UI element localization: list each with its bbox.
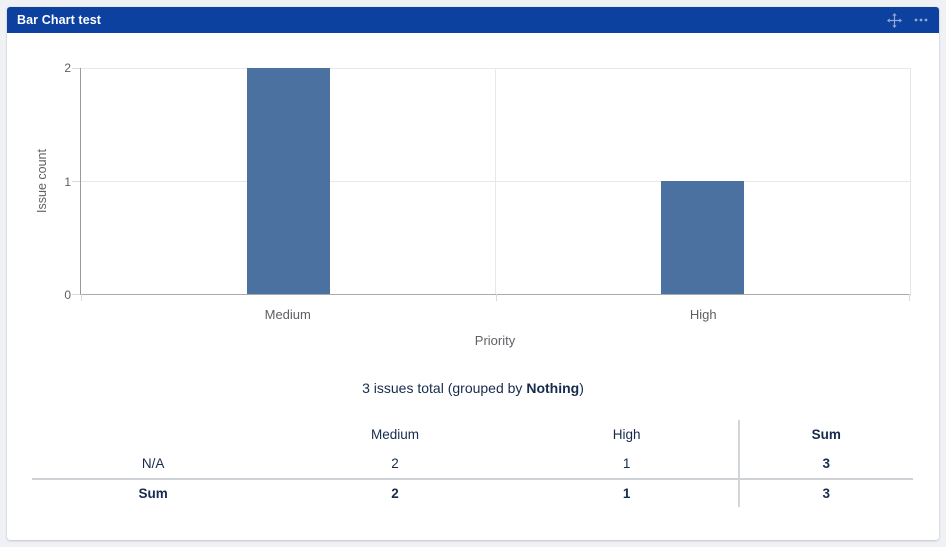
plot-area xyxy=(72,68,911,301)
y-gridline xyxy=(81,68,910,69)
table-value-cell: 3 xyxy=(737,478,913,507)
y-gridline xyxy=(81,181,910,182)
more-icon[interactable] xyxy=(913,12,929,28)
summary-prefix: 3 issues total (grouped by xyxy=(362,380,527,396)
summary-text: 3 issues total (grouped by Nothing) xyxy=(7,380,939,396)
x-axis-title: Priority xyxy=(474,333,516,348)
table-header-cell: High xyxy=(612,427,641,442)
table-row: N/A 2 1 3 xyxy=(32,449,913,478)
table-value-cell: 2 xyxy=(274,478,516,507)
bar-chart: Issue count 0 1 2 Medium High Priority xyxy=(7,33,939,373)
summary-group-field: Nothing xyxy=(526,380,580,396)
table-value-cell: 1 xyxy=(515,478,738,507)
y-tick-mark xyxy=(72,68,80,69)
table-header-cell: Medium xyxy=(370,427,419,442)
table-header-row: Medium High Sum xyxy=(32,420,913,449)
table-value-cell: 1 xyxy=(622,456,631,471)
header-icons xyxy=(886,12,929,28)
category-boundary-line xyxy=(494,68,496,294)
stats-table: Medium High Sum N/A 2 1 3 Sum 2 1 3 xyxy=(32,420,913,507)
table-header-cell xyxy=(32,420,274,449)
table-value-cell: 3 xyxy=(737,449,913,478)
move-icon[interactable] xyxy=(886,12,902,28)
table-row: Sum 2 1 3 xyxy=(32,478,913,507)
bar-medium[interactable] xyxy=(246,68,330,294)
gadget-title: Bar Chart test xyxy=(17,13,102,27)
x-tick-mark xyxy=(909,294,910,301)
x-tick-mark xyxy=(81,294,82,301)
table-header-cell: Sum xyxy=(737,420,913,449)
table-row-label: Sum xyxy=(32,478,275,507)
bar-high[interactable] xyxy=(661,181,745,294)
y-tick-label: 2 xyxy=(64,61,71,75)
gadget-panel: Bar Chart test Issue count 0 1 2 Medium High… xyxy=(7,7,939,540)
summary-suffix: ) xyxy=(579,380,584,396)
x-category-label: Medium xyxy=(264,307,311,322)
y-tick-mark xyxy=(72,181,80,182)
table-row-label: N/A xyxy=(141,456,165,471)
x-tick-mark xyxy=(495,294,497,301)
gadget-header[interactable]: Bar Chart test xyxy=(7,7,939,33)
y-tick-label: 0 xyxy=(64,288,71,302)
y-tick-label: 1 xyxy=(64,174,71,189)
x-category-label: High xyxy=(689,307,717,322)
y-tick-mark xyxy=(72,294,80,295)
table-value-cell: 2 xyxy=(391,456,399,471)
